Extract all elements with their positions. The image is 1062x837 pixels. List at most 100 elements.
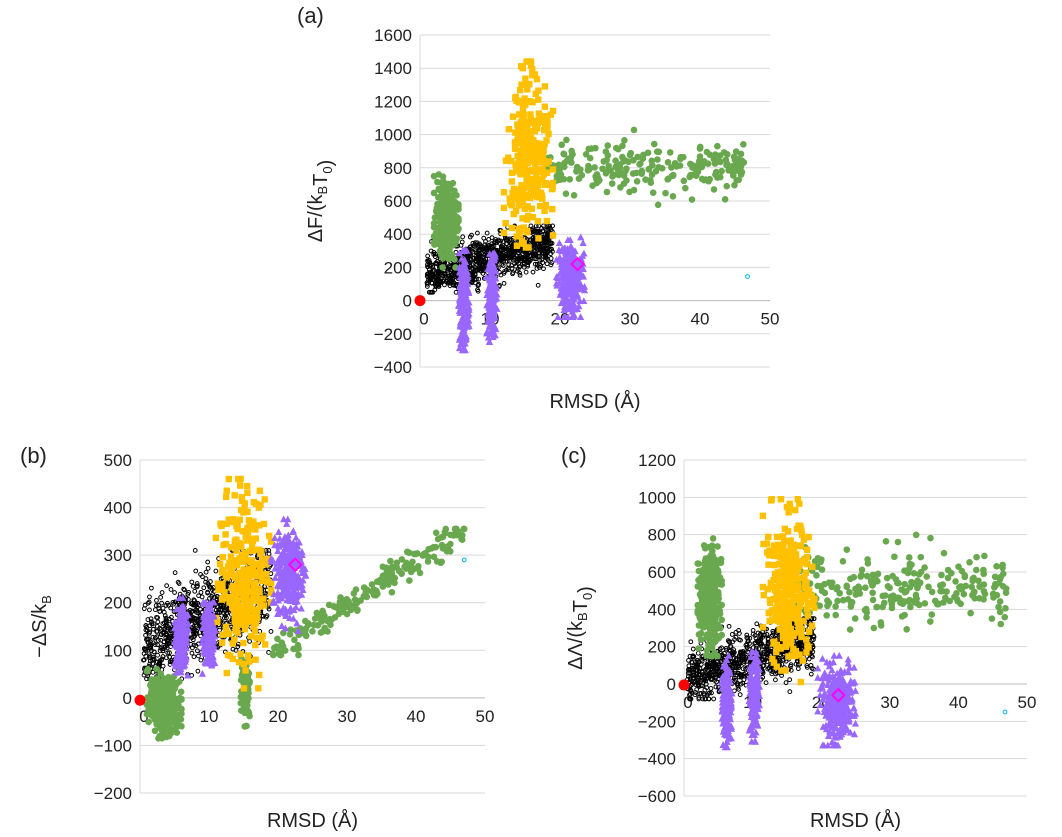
x-tick-label: 30 <box>338 707 357 726</box>
y-tick-label: −200 <box>374 325 412 344</box>
data-point <box>516 255 522 260</box>
data-point <box>151 716 158 723</box>
data-point <box>650 140 658 148</box>
data-point <box>432 281 438 287</box>
data-point <box>439 264 446 271</box>
data-point <box>512 161 519 169</box>
data-point <box>430 189 438 197</box>
data-point <box>499 245 505 251</box>
data-point <box>499 261 505 267</box>
data-point <box>274 635 281 643</box>
gold-series-cluster <box>500 58 557 251</box>
data-point <box>676 162 684 169</box>
data-point <box>522 75 529 82</box>
data-point <box>723 160 731 168</box>
data-point <box>219 586 226 593</box>
data-point <box>484 230 490 236</box>
data-point <box>556 172 563 179</box>
data-point <box>603 188 611 196</box>
data-point <box>238 541 245 548</box>
data-point <box>225 595 233 602</box>
green-series-cluster <box>430 171 462 271</box>
data-point <box>533 148 540 155</box>
data-point <box>543 137 550 144</box>
data-point <box>517 248 523 254</box>
x-tick-label: 30 <box>621 310 640 329</box>
data-point <box>214 580 222 587</box>
data-point <box>508 224 516 232</box>
data-point <box>506 195 513 202</box>
data-point <box>441 196 449 204</box>
data-point <box>689 164 696 171</box>
data-point <box>563 136 570 144</box>
data-point <box>544 114 551 122</box>
y-tick-label: 1400 <box>374 59 412 78</box>
data-point <box>219 553 226 561</box>
data-point <box>545 234 550 240</box>
data-point <box>731 154 739 161</box>
data-point <box>570 192 578 199</box>
data-point <box>171 695 179 702</box>
data-point <box>302 631 309 638</box>
data-point <box>436 213 443 220</box>
y-tick-label: 300 <box>104 546 132 565</box>
data-point <box>512 194 520 202</box>
y-tick-label: −400 <box>374 358 412 377</box>
data-point <box>509 265 515 271</box>
data-point <box>540 147 547 154</box>
y-tick-label: 400 <box>104 499 132 518</box>
data-point <box>705 176 713 184</box>
data-point <box>541 181 549 188</box>
data-point <box>224 651 232 659</box>
data-point <box>429 289 435 295</box>
data-point <box>247 638 252 644</box>
data-point <box>168 726 176 734</box>
data-point <box>432 251 438 257</box>
y-tick-label: 1200 <box>638 451 676 470</box>
data-point <box>544 119 551 126</box>
data-point <box>740 159 748 166</box>
data-point <box>536 166 543 173</box>
data-point <box>247 633 255 640</box>
data-point <box>235 475 242 483</box>
data-point <box>540 126 548 134</box>
data-point <box>162 687 170 694</box>
data-point <box>268 571 274 577</box>
data-point <box>560 175 568 183</box>
data-point <box>252 535 260 542</box>
data-point <box>449 179 457 187</box>
data-point <box>533 75 541 83</box>
data-point <box>535 96 542 103</box>
data-point <box>220 541 227 549</box>
data-point <box>524 86 531 93</box>
data-point <box>511 248 516 254</box>
data-point <box>162 703 170 710</box>
data-point <box>243 594 250 601</box>
data-point <box>225 630 233 638</box>
data-point <box>368 588 376 595</box>
data-point <box>513 233 520 240</box>
data-point <box>435 258 440 264</box>
data-point <box>638 170 645 177</box>
y-tick-label: 0 <box>403 292 412 311</box>
data-point <box>158 680 166 688</box>
data-point <box>352 586 360 593</box>
data-point <box>534 181 542 189</box>
data-point <box>523 227 530 234</box>
data-point <box>432 287 438 293</box>
data-point <box>234 629 241 636</box>
data-point <box>244 537 251 544</box>
data-point <box>469 280 475 286</box>
data-point <box>242 696 249 703</box>
data-point <box>291 636 298 644</box>
data-point <box>512 129 519 136</box>
data-point <box>228 585 236 592</box>
data-point <box>257 501 264 509</box>
data-point <box>240 685 248 692</box>
data-point <box>549 205 556 213</box>
data-point <box>539 176 546 183</box>
data-point <box>343 610 351 618</box>
data-point <box>523 269 529 275</box>
data-point <box>203 569 209 575</box>
data-point <box>529 72 536 79</box>
